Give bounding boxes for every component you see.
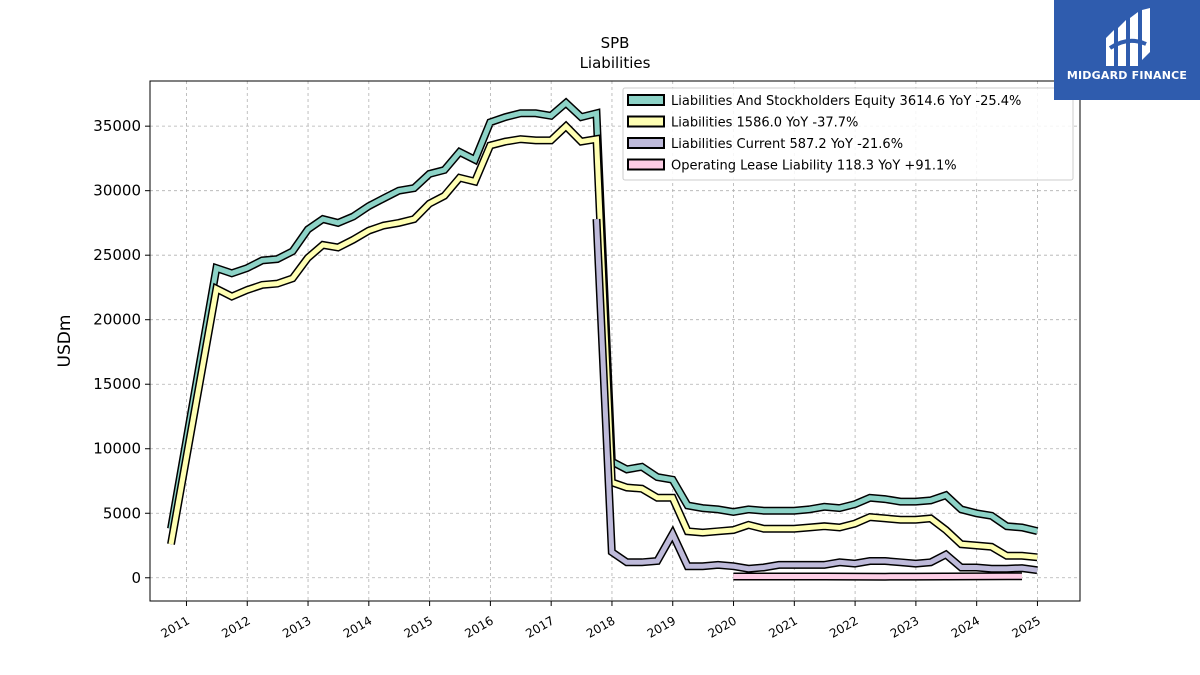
x-tick-label: 2021 <box>766 613 799 640</box>
chart-title: SPB <box>601 34 630 52</box>
y-tick-label: 35000 <box>93 117 141 135</box>
midgard-finance-logo-icon <box>1106 8 1150 66</box>
legend-swatch <box>627 158 665 171</box>
legend-label: Liabilities 1586.0 YoY -37.7% <box>671 116 858 131</box>
x-tick-label: 2020 <box>706 613 739 640</box>
legend-label: Operating Lease Liability 118.3 YoY +91.… <box>671 159 957 174</box>
x-tick-label: 2024 <box>949 613 982 640</box>
series-line <box>168 99 1038 534</box>
x-tick-label: 2013 <box>280 613 313 640</box>
legend-swatch <box>627 137 665 149</box>
series-3 <box>733 572 1023 581</box>
y-axis-label: USDm <box>55 315 75 368</box>
x-tick-label: 2018 <box>584 613 617 640</box>
legend-label: Liabilities And Stockholders Equity 3614… <box>671 94 1021 109</box>
plot-frame <box>149 80 1081 602</box>
x-tick-label: 2015 <box>402 613 435 640</box>
x-tick-label: 2016 <box>462 613 495 640</box>
legend-item: Liabilities Current 587.2 YoY -21.6% <box>627 137 903 152</box>
logo-text: MIDGARD FINANCE <box>1066 69 1188 82</box>
series-line <box>733 573 1023 580</box>
legend-item: Liabilities And Stockholders Equity 3614… <box>627 94 1021 109</box>
legend-label: Liabilities Current 587.2 YoY -21.6% <box>671 137 903 152</box>
x-tick-label: 2012 <box>219 613 252 640</box>
series-1 <box>167 120 1038 562</box>
series-2 <box>592 218 1038 575</box>
legend: Liabilities And Stockholders Equity 3614… <box>622 87 1074 181</box>
y-tick-label: 0 <box>131 569 141 587</box>
series-line <box>594 218 1038 573</box>
y-tick-label: 5000 <box>103 504 141 522</box>
series-outline <box>592 218 1038 575</box>
x-tick-label: 2022 <box>827 613 860 640</box>
legend-item: Operating Lease Liability 118.3 YoY +91.… <box>627 158 957 174</box>
y-tick-label: 15000 <box>93 375 141 393</box>
x-tick-label: 2011 <box>159 613 192 640</box>
series-lines <box>167 97 1039 581</box>
y-tick-label: 30000 <box>93 182 141 200</box>
brand-logo: MIDGARD FINANCE <box>1054 0 1200 100</box>
x-tick-label: 2025 <box>1009 613 1042 640</box>
legend-swatch <box>627 115 665 128</box>
series-0 <box>167 97 1039 535</box>
y-tick-label: 20000 <box>93 311 141 329</box>
series-line <box>168 122 1038 560</box>
x-tick-label: 2014 <box>341 613 374 640</box>
legend-item: Liabilities 1586.0 YoY -37.7% <box>627 115 858 131</box>
chart-subtitle: Liabilities <box>580 54 651 72</box>
y-tick-label: 10000 <box>93 440 141 458</box>
x-tick-label: 2023 <box>888 613 921 640</box>
x-tick-label: 2019 <box>645 613 678 640</box>
legend-box <box>622 87 1074 181</box>
y-tick-label: 25000 <box>93 246 141 264</box>
x-tick-label: 2017 <box>523 613 556 640</box>
legend-swatch <box>627 94 665 106</box>
